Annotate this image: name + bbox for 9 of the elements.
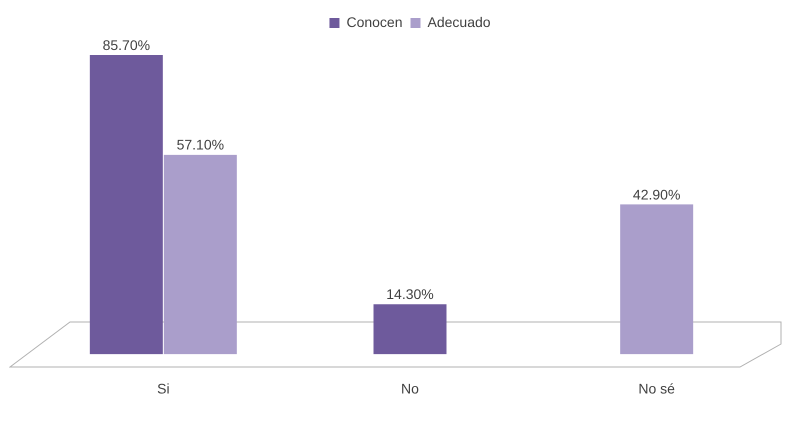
data-label: 57.10%	[176, 136, 224, 153]
x-tick-label: No sé	[638, 380, 676, 396]
data-label: 85.70%	[102, 36, 150, 53]
data-label: 14.30%	[386, 286, 434, 302]
x-tick-label: Si	[157, 380, 170, 396]
x-tick-label: No	[401, 380, 420, 396]
legend-label: Conocen	[346, 14, 402, 30]
data-label: 42.90%	[632, 186, 680, 202]
legend-label: Adecuado	[427, 14, 491, 30]
